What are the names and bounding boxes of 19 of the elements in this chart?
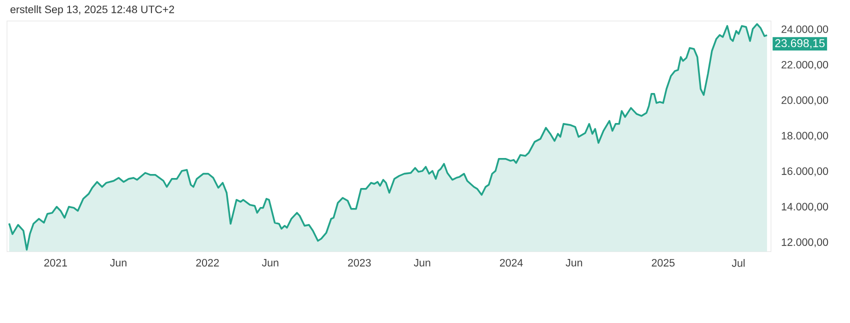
x-tick-label: Jun — [110, 259, 126, 266]
y-tick-label: 20.000,00 — [782, 96, 828, 106]
y-tick-label: 16.000,00 — [782, 167, 828, 176]
y-tick-label: 12.000,00 — [782, 238, 828, 248]
text: erstellt Sep 13, 2025 12:48 UTC+2 — [10, 5, 174, 16]
y-tick-label: 24.000,00 — [782, 25, 828, 34]
x-tick-label: 2021 — [44, 259, 67, 267]
y-tick-label: 14.000,00 — [782, 202, 828, 212]
y-tick-label: 22.000,00 — [782, 60, 828, 70]
x-tick-label: 2025 — [652, 259, 675, 267]
x-tick-label: 2023 — [348, 259, 371, 267]
x-tick-label: 2024 — [500, 259, 523, 267]
x-tick-label: Jun — [262, 259, 278, 266]
x-tick-label: Jul — [732, 259, 745, 267]
x-tick-label: Jun — [414, 259, 430, 266]
y-tick-label: 18.000,00 — [782, 132, 828, 141]
x-tick-label: Jun — [566, 259, 582, 266]
annotation: 23.698,15 — [775, 39, 825, 49]
x-tick-label: 2022 — [196, 259, 219, 267]
